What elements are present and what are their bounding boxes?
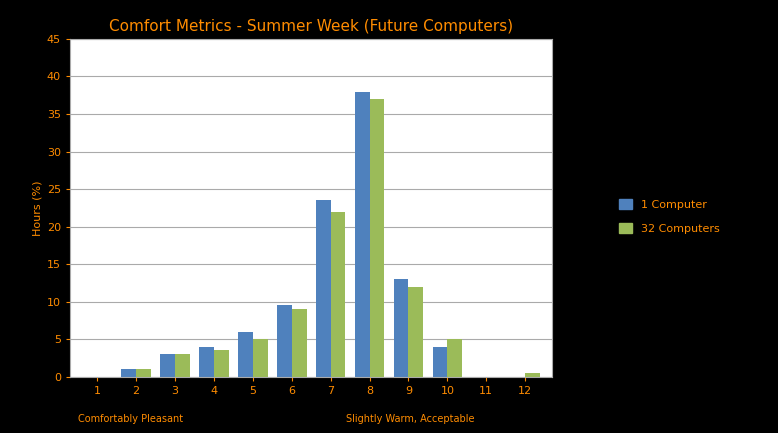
Bar — [447, 339, 462, 377]
Bar — [316, 200, 331, 377]
Bar — [277, 305, 292, 377]
Bar — [433, 347, 447, 377]
Y-axis label: Hours (%): Hours (%) — [33, 180, 43, 236]
Bar — [394, 279, 408, 377]
Bar — [136, 369, 151, 377]
Bar — [199, 347, 214, 377]
Bar — [238, 332, 253, 377]
Bar — [160, 354, 175, 377]
Title: Comfort Metrics - Summer Week (Future Computers): Comfort Metrics - Summer Week (Future Co… — [109, 19, 513, 34]
Bar — [331, 212, 345, 377]
Bar — [370, 99, 384, 377]
Bar — [408, 287, 423, 377]
Bar — [175, 354, 190, 377]
Bar — [121, 369, 136, 377]
Text: Slightly Warm, Acceptable: Slightly Warm, Acceptable — [346, 414, 475, 424]
Bar — [253, 339, 268, 377]
Bar — [355, 91, 370, 377]
Text: Comfortably Pleasant: Comfortably Pleasant — [78, 414, 183, 424]
Bar — [292, 309, 307, 377]
Bar — [214, 350, 229, 377]
Legend: 1 Computer, 32 Computers: 1 Computer, 32 Computers — [613, 194, 725, 239]
Bar — [525, 373, 540, 377]
